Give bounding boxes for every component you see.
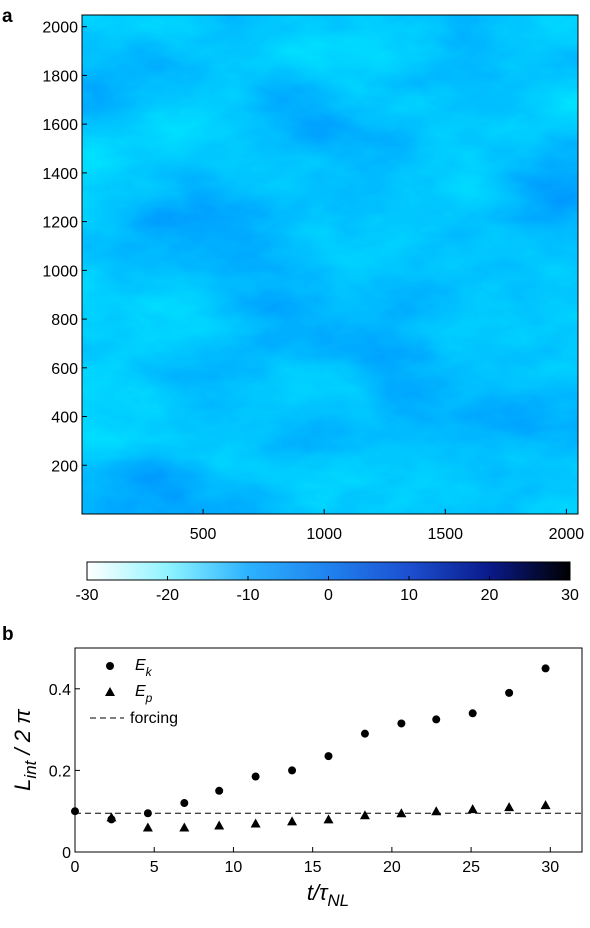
point	[324, 752, 333, 761]
x-tick-label: 500	[190, 526, 217, 543]
y-tick-label: 200	[51, 458, 78, 475]
legend-marker	[106, 662, 114, 670]
y-tick-label: 0.4	[49, 682, 71, 699]
y-tick-label: 600	[51, 361, 78, 378]
y-tick-label: 2000	[42, 20, 78, 37]
legend-name: E	[135, 657, 146, 674]
x-tick-label: 10	[225, 859, 243, 876]
y-tick-label: 0.2	[49, 763, 71, 780]
point	[142, 822, 153, 832]
colorbar-tick-label: -10	[236, 587, 259, 604]
point	[540, 800, 551, 810]
point	[251, 772, 260, 781]
legend-marker	[105, 687, 115, 696]
colorbar-tick-label: 20	[481, 587, 499, 604]
legend-label: Ek	[135, 657, 153, 679]
y-tick-label: 1400	[42, 166, 78, 183]
y-tick-label: 1800	[42, 68, 78, 85]
point	[143, 809, 152, 818]
point	[106, 812, 117, 822]
y-tick-label: 1000	[42, 263, 78, 280]
x-label-sub: NL	[327, 891, 349, 910]
plot-frame	[74, 647, 583, 853]
point	[288, 766, 297, 775]
y-tick-label: 400	[51, 410, 78, 427]
point	[214, 820, 225, 830]
y-tick-label: 1200	[42, 215, 78, 232]
point	[468, 709, 477, 718]
point	[359, 810, 370, 820]
y-axis-label: Lint / 2 π	[10, 708, 40, 791]
y-label-rest: / 2 π	[10, 708, 35, 761]
point	[250, 818, 261, 828]
x-tick-label: 20	[383, 859, 401, 876]
x-tick-label: 5	[150, 859, 159, 876]
point	[323, 814, 334, 824]
x-label-main: t/τ	[307, 880, 329, 905]
colorbar-tick-label: 30	[561, 587, 579, 604]
colorbar-tick-label: -30	[75, 587, 98, 604]
point	[287, 816, 298, 826]
colorbar-tick-label: -20	[156, 587, 179, 604]
point	[432, 715, 441, 724]
heatmap-field	[82, 15, 578, 514]
legend-name: E	[135, 683, 146, 700]
y-tick-label: 0	[62, 845, 71, 862]
colorbar-tick-label: 10	[400, 587, 418, 604]
point	[180, 799, 189, 808]
legend-label: forcing	[130, 710, 178, 727]
y-label-main: L	[10, 779, 35, 791]
point	[505, 688, 514, 697]
legend-label: Ep	[135, 683, 153, 705]
legend-subscript: p	[145, 691, 153, 705]
colorbar-tick-label: 0	[324, 587, 333, 604]
panel-label: b	[2, 624, 14, 645]
point	[541, 664, 550, 673]
point	[467, 804, 478, 814]
x-tick-label: 15	[304, 859, 322, 876]
y-tick-label: 1600	[42, 117, 78, 134]
point	[397, 719, 406, 728]
legend-subscript: k	[146, 665, 153, 679]
point	[215, 786, 224, 795]
x-tick-label: 0	[71, 859, 80, 876]
x-tick-label: 1500	[427, 526, 463, 543]
x-tick-label: 1000	[306, 526, 342, 543]
point	[360, 729, 369, 738]
point	[504, 802, 515, 812]
x-tick-label: 25	[462, 859, 480, 876]
point	[71, 807, 79, 816]
heatmap-frame	[81, 14, 579, 515]
point	[431, 806, 442, 816]
x-axis-label: t/τNL	[307, 880, 349, 910]
point	[396, 808, 407, 818]
x-tick-label: 30	[541, 859, 559, 876]
y-label-sub: int	[21, 759, 40, 778]
x-tick-label: 2000	[549, 526, 585, 543]
y-tick-label: 800	[51, 312, 78, 329]
point	[179, 822, 190, 832]
panel-label: a	[2, 6, 13, 27]
